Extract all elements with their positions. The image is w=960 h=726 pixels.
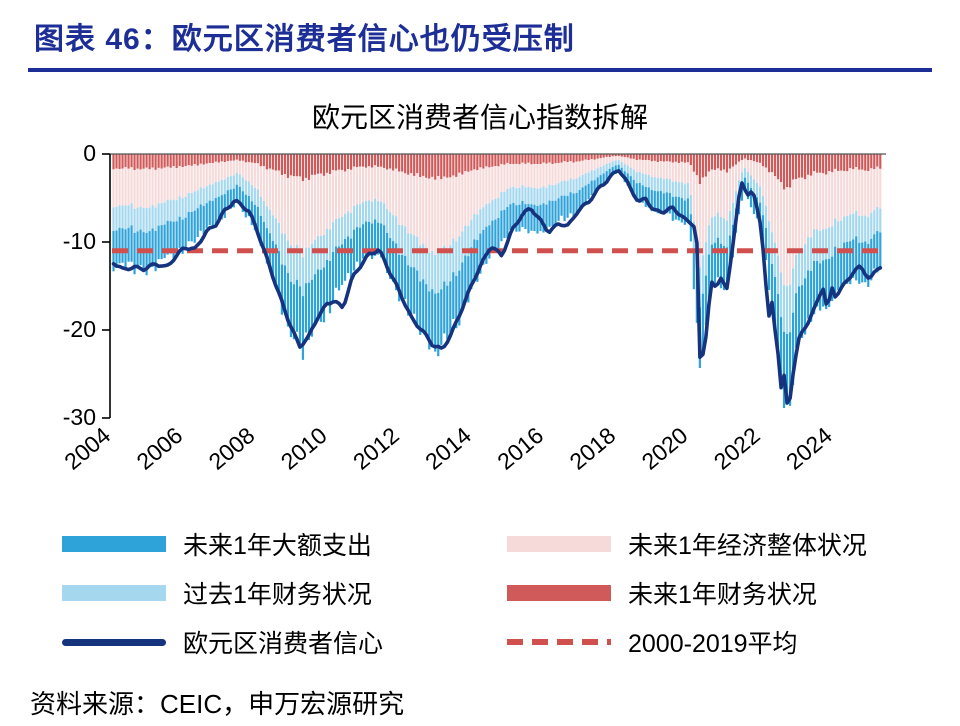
- stack-bars: [112, 154, 882, 409]
- legend-item: 过去1年财务状况: [62, 575, 507, 611]
- chart-title: 欧元区消费者信心指数拆解: [311, 102, 648, 133]
- x-tick-label: 2008: [204, 422, 260, 475]
- legend-item: 未来1年大额支出: [62, 526, 507, 562]
- legend-col-right: 未来1年经济整体状况 未来1年财务状况 2000-2019平均: [507, 526, 867, 660]
- legend-swatch-line: [62, 638, 166, 646]
- legend-col-left: 未来1年大额支出 过去1年财务状况 欧元区消费者信心: [62, 526, 507, 660]
- legend-label: 未来1年经济整体状况: [628, 532, 867, 560]
- legend-label: 未来1年财务状况: [628, 581, 817, 609]
- x-tick-label: 2012: [348, 422, 404, 475]
- x-tick-label: 2014: [420, 422, 476, 475]
- y-tick-label: -10: [63, 228, 96, 254]
- legend-swatch-dashed: [507, 639, 611, 645]
- footer: 资料来源：CEIC，申万宏源研究: [30, 684, 960, 721]
- legend-swatch-bar: [62, 585, 166, 601]
- page: { "header": { "title": "图表 46：欧元区消费者信心也仍…: [0, 14, 960, 726]
- chart-legend: 未来1年大额支出 过去1年财务状况 欧元区消费者信心 未来1年经济整体状况 未来1年财务…: [62, 526, 960, 660]
- legend-item: 2000-2019平均: [507, 624, 867, 660]
- source-note: 资料来源：CEIC，申万宏源研究: [30, 689, 405, 719]
- header: 图表 46：欧元区消费者信心也仍受压制: [0, 14, 960, 72]
- legend-item: 未来1年经济整体状况: [507, 526, 867, 562]
- report-page: 图表 46：欧元区消费者信心也仍受压制 欧元区消费者信心指数拆解 0 -10 -20…: [0, 14, 960, 721]
- figure-title: 图表 46：欧元区消费者信心也仍受压制: [34, 23, 575, 56]
- legend-swatch-bar: [507, 536, 611, 552]
- legend-item: 未来1年财务状况: [507, 575, 867, 611]
- legend-label: 欧元区消费者信心: [183, 630, 384, 658]
- x-tick-label: 2018: [565, 422, 621, 475]
- x-tick-label: 2020: [637, 422, 693, 475]
- x-axis: 2004 2006 2008 2010 2012 2014 2016 2018 2020 2022…: [59, 422, 837, 475]
- x-tick-label: 2006: [132, 422, 188, 475]
- y-axis: 0 -10 -20 -30: [63, 140, 886, 430]
- x-tick-label: 2010: [276, 422, 332, 475]
- legend-swatch-bar: [62, 536, 166, 552]
- x-tick-label: 2016: [492, 422, 548, 475]
- legend-label: 未来1年大额支出: [183, 532, 372, 560]
- legend-label: 2000-2019平均: [628, 630, 798, 658]
- confidence-line: [111, 169, 883, 405]
- legend-item: 欧元区消费者信心: [62, 624, 507, 660]
- legend-swatch-bar: [507, 585, 611, 601]
- legend-label: 过去1年财务状况: [183, 581, 372, 609]
- y-tick-label: 0: [83, 140, 96, 166]
- y-tick-label: -30: [63, 404, 96, 430]
- header-rule: [28, 68, 932, 72]
- x-tick-label: 2022: [709, 422, 765, 475]
- chart-area: 欧元区消费者信心指数拆解 0 -10 -20 -30 2004 2006 2008 2010 2…: [0, 96, 960, 660]
- y-tick-label: -20: [63, 316, 96, 342]
- x-tick-label: 2024: [781, 422, 837, 475]
